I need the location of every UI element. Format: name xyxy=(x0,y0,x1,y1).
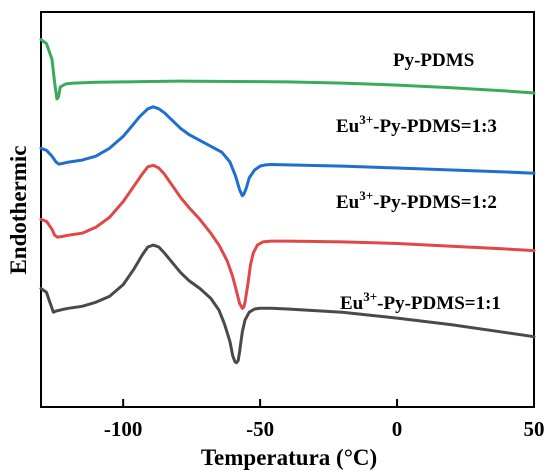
series-line-eu-py-pdms-1-1 xyxy=(39,243,536,365)
series-label-py-pdms: Py-PDMS xyxy=(393,50,474,71)
y-axis-label: Endothermic xyxy=(6,145,31,274)
x-axis-tick-labels: -100 -50 0 50 xyxy=(104,417,545,441)
x-tick-label: -50 xyxy=(246,417,274,441)
x-tick-label: 50 xyxy=(524,417,545,441)
series-line-py-pdms xyxy=(39,38,536,101)
series-line-eu-py-pdms-1-2 xyxy=(39,163,536,310)
x-axis-label: Temperatura (°C) xyxy=(201,445,377,470)
series-label-eu-py-pdms-1-1: Eu3+-Py-PDMS=1:1 xyxy=(340,289,501,314)
plot-frame xyxy=(40,11,535,408)
x-axis-ticks xyxy=(122,399,535,407)
series-line-eu-py-pdms-1-3 xyxy=(39,105,536,198)
series-layer xyxy=(39,38,536,365)
x-tick-label: -100 xyxy=(104,417,143,441)
x-tick-label: 0 xyxy=(392,417,403,441)
series-label-eu-py-pdms-1-2: Eu3+-Py-PDMS=1:2 xyxy=(336,188,497,213)
series-label-eu-py-pdms-1-3: Eu3+-Py-PDMS=1:3 xyxy=(336,112,497,137)
